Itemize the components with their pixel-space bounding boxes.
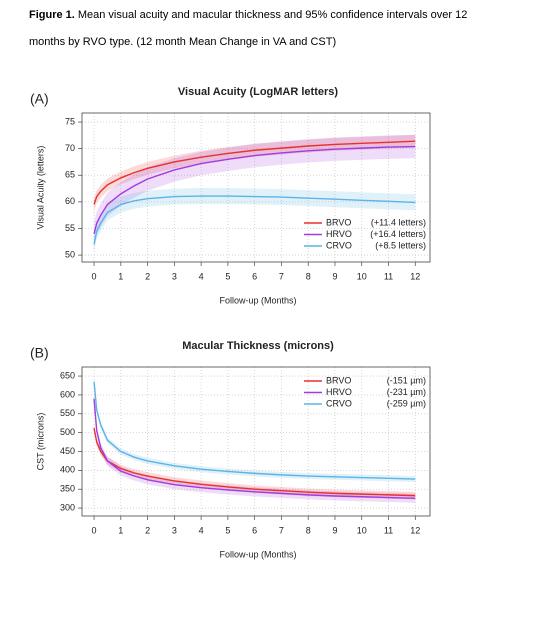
y-tick-label: 350 bbox=[60, 484, 75, 494]
x-tick-label: 3 bbox=[172, 525, 177, 535]
x-tick-label: 3 bbox=[172, 271, 177, 281]
caption-text: months by RVO type. (12 month Mean Chang… bbox=[29, 36, 336, 48]
y-tick-label: 50 bbox=[65, 249, 75, 259]
legend-label: BRVO bbox=[326, 217, 351, 227]
y-tick-label: 75 bbox=[65, 116, 75, 126]
x-tick-label: 6 bbox=[252, 271, 257, 281]
x-axis-label: Follow-up (Months) bbox=[219, 549, 296, 559]
y-tick-label: 650 bbox=[60, 370, 75, 380]
caption-text: Mean visual acuity and macular thickness… bbox=[78, 9, 468, 21]
x-tick-label: 9 bbox=[332, 525, 337, 535]
x-tick-label: 12 bbox=[410, 271, 420, 281]
series-line bbox=[93, 381, 416, 480]
x-axis-label: Follow-up (Months) bbox=[219, 295, 296, 305]
x-tick-label: 4 bbox=[199, 271, 204, 281]
y-tick-label: 400 bbox=[60, 465, 75, 475]
x-tick-label: 12 bbox=[410, 525, 420, 535]
confidence-band bbox=[94, 188, 416, 253]
panel-label: (A) bbox=[30, 91, 49, 107]
x-tick-label: 2 bbox=[145, 525, 150, 535]
legend-note: (-151 µm) bbox=[387, 375, 426, 385]
x-tick-label: 10 bbox=[357, 271, 367, 281]
legend-note: (+16.4 letters) bbox=[370, 229, 426, 239]
legend-label: BRVO bbox=[326, 375, 351, 385]
legend-note: (-231 µm) bbox=[387, 387, 426, 397]
legend-label: CRVO bbox=[326, 240, 352, 250]
x-tick-label: 11 bbox=[384, 271, 393, 281]
legend-note: (+8.5 letters) bbox=[375, 240, 426, 250]
x-tick-label: 1 bbox=[118, 271, 123, 281]
series-line bbox=[93, 140, 416, 205]
series-line bbox=[93, 195, 416, 245]
x-tick-label: 4 bbox=[199, 525, 204, 535]
y-tick-label: 65 bbox=[65, 170, 75, 180]
y-tick-label: 500 bbox=[60, 427, 75, 437]
y-tick-label: 450 bbox=[60, 446, 75, 456]
series-line bbox=[93, 145, 416, 234]
legend-note: (+11.4 letters) bbox=[371, 217, 426, 227]
legend-label: HRVO bbox=[326, 229, 352, 239]
x-tick-label: 0 bbox=[92, 525, 97, 535]
y-tick-label: 60 bbox=[65, 196, 75, 206]
x-tick-label: 11 bbox=[384, 525, 393, 535]
chart-title: Macular Thickness (microns) bbox=[182, 340, 334, 352]
x-tick-label: 8 bbox=[306, 271, 311, 281]
x-tick-label: 0 bbox=[92, 271, 97, 281]
y-tick-label: 600 bbox=[60, 389, 75, 399]
x-tick-label: 9 bbox=[332, 271, 337, 281]
x-tick-label: 1 bbox=[118, 525, 123, 535]
plot-frame bbox=[81, 366, 431, 517]
x-tick-label: 10 bbox=[357, 525, 367, 535]
x-tick-label: 6 bbox=[252, 525, 257, 535]
x-tick-label: 5 bbox=[225, 271, 230, 281]
series-line bbox=[93, 398, 416, 499]
y-tick-label: 55 bbox=[65, 223, 75, 233]
x-tick-label: 5 bbox=[225, 525, 230, 535]
legend-note: (-259 µm) bbox=[387, 398, 426, 408]
panel-label: (B) bbox=[30, 345, 49, 361]
plot-frame bbox=[81, 112, 431, 263]
y-tick-label: 70 bbox=[65, 143, 75, 153]
x-tick-label: 8 bbox=[306, 525, 311, 535]
caption-line: Figure 1. Mean visual acuity and macular … bbox=[29, 9, 467, 21]
x-tick-label: 2 bbox=[145, 271, 150, 281]
x-tick-label: 7 bbox=[279, 525, 284, 535]
y-tick-label: 550 bbox=[60, 408, 75, 418]
chart-title: Visual Acuity (LogMAR letters) bbox=[178, 86, 338, 98]
y-axis-label: CST (microns) bbox=[35, 413, 45, 471]
legend-label: CRVO bbox=[326, 398, 352, 408]
caption-label: Figure 1. bbox=[29, 9, 75, 21]
y-axis-label: Visual Acuity (letters) bbox=[35, 146, 45, 230]
y-tick-label: 300 bbox=[60, 502, 75, 512]
legend-label: HRVO bbox=[326, 387, 352, 397]
x-tick-label: 7 bbox=[279, 271, 284, 281]
